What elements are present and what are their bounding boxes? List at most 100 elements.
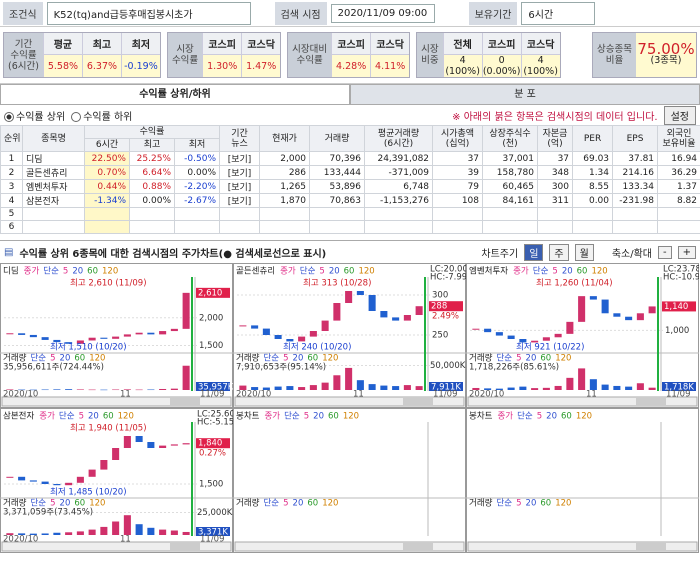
summary-group: 시장대비 수익률 코스피 4.28% 코스닥 4.11% bbox=[287, 32, 411, 78]
value-line: 6.37% bbox=[86, 60, 118, 72]
table-row[interactable]: 2 골든센츄리 0.70% 6.64% 0.00% [보기] 286 133,444 -371,… bbox=[0, 165, 700, 180]
volume-bar bbox=[53, 532, 61, 535]
legend-item: 단순 bbox=[284, 411, 300, 422]
table-row[interactable]: 4 삼본전자 -1.34% 0.00% -2.67% [보기] 1,870 70,863 -1,… bbox=[0, 193, 700, 208]
table-row[interactable]: 6 bbox=[0, 220, 700, 234]
candle bbox=[625, 316, 633, 321]
tab[interactable]: 분 포 bbox=[350, 84, 700, 104]
candle bbox=[135, 436, 143, 442]
summary-col: 최저 -0.19% bbox=[120, 33, 160, 77]
table-cell: 6.64% bbox=[129, 165, 175, 180]
candle bbox=[392, 317, 400, 321]
period-button[interactable]: 주 bbox=[549, 243, 569, 261]
table-cell: 8.55 bbox=[572, 179, 614, 194]
summary-group: 시장 비중 전체 4 (100%) 코스피 0 (0.00%) 코스닥 4 (100%) bbox=[416, 32, 561, 78]
radio[interactable]: 수익률 상위 bbox=[4, 108, 65, 123]
summary-value: 4.28% bbox=[332, 55, 371, 77]
table-cell: 24,391,082 bbox=[364, 151, 434, 166]
table-cell: 25.25% bbox=[129, 151, 175, 166]
panel-border bbox=[466, 408, 699, 553]
column-header: PER bbox=[572, 125, 614, 152]
condition[interactable]: K52(tq)and급등후매집봉시초가 bbox=[46, 1, 251, 25]
legend-item: 60 bbox=[74, 499, 85, 509]
table-cell: 1,870 bbox=[259, 193, 311, 208]
x-label: 2020/10 bbox=[3, 390, 38, 400]
zoom-button[interactable]: - bbox=[658, 245, 672, 259]
legend-item: 20 bbox=[313, 412, 324, 422]
radio-label: 수익률 상위 bbox=[16, 111, 66, 123]
summary-value: 0 (0.00%) bbox=[482, 55, 521, 77]
volume-bar bbox=[648, 387, 656, 390]
table-cell: -2.20% bbox=[173, 179, 221, 194]
header-line: 외국인 bbox=[666, 128, 692, 139]
candle bbox=[262, 328, 270, 335]
table-cell: 214.16 bbox=[612, 165, 659, 180]
candle bbox=[112, 336, 120, 339]
legend-item: 120 bbox=[343, 412, 359, 422]
zoom-button[interactable]: + bbox=[677, 245, 696, 259]
table-cell: -371,009 bbox=[364, 165, 434, 180]
candle bbox=[6, 333, 14, 335]
volume-bar bbox=[41, 533, 49, 535]
legend-item: 단순 bbox=[496, 498, 512, 509]
label-line: 비중 bbox=[421, 55, 439, 66]
header-line: 순위 bbox=[4, 133, 21, 144]
period-button[interactable]: 일 bbox=[524, 243, 544, 261]
y-tick-label: 2,000 bbox=[199, 313, 223, 323]
value-line: 4 bbox=[459, 55, 466, 66]
legend-item: 60 bbox=[307, 499, 318, 509]
period-button[interactable]: 월 bbox=[574, 243, 594, 261]
summary-header: 전체 bbox=[443, 33, 482, 55]
legend-item: 60 bbox=[577, 267, 588, 277]
candle bbox=[53, 339, 61, 343]
legend-item: 단순 bbox=[517, 411, 533, 422]
table-row[interactable]: 1 디딤 22.50% 25.25% -0.50% [보기] 2,000 70,396 24,3… bbox=[0, 151, 700, 166]
current-price: 1,140 bbox=[664, 302, 688, 312]
legend-item: 5 bbox=[50, 499, 55, 509]
scroll-thumb bbox=[636, 543, 666, 550]
table-cell: [보기] bbox=[219, 179, 261, 194]
scrollbar bbox=[234, 541, 465, 552]
value-line: -0.19% bbox=[124, 60, 158, 72]
result-table: 순위 종목명 수익률 기간 뉴스 현재가 거래량 평균거래량 (6시간) 시가총액 (십억) 상장주식… bbox=[0, 125, 700, 234]
header-line: PER bbox=[583, 133, 602, 144]
column-header: 현재가 bbox=[259, 125, 311, 152]
column-header: 외국인 보유비율 bbox=[657, 125, 700, 152]
column-header: EPS bbox=[612, 125, 659, 152]
volume-text: 1,718,226주(85.61%) bbox=[469, 363, 559, 373]
radio[interactable]: 수익률 하위 bbox=[71, 108, 132, 123]
volume-last-box bbox=[429, 382, 463, 391]
legend-item: 20 bbox=[60, 354, 71, 364]
candle bbox=[333, 303, 341, 321]
volume-bar bbox=[601, 384, 609, 390]
table-cell: 39 bbox=[432, 165, 484, 180]
legend-item: 120 bbox=[89, 354, 105, 364]
table-row[interactable]: 5 bbox=[0, 207, 700, 221]
summary-value: 1.30% bbox=[203, 55, 242, 77]
summary-group: 기간 수익률 (6시간) 평균 5.58% 최고 6.37% 최저 -0.19% bbox=[3, 32, 161, 78]
legend-item: 단순 bbox=[496, 353, 512, 364]
candle bbox=[531, 340, 539, 343]
value-line: (0.00%) bbox=[482, 66, 521, 77]
tab[interactable]: 수익률 상위/하위 bbox=[0, 84, 350, 104]
legend-item: 단순 bbox=[30, 353, 46, 364]
lc-label: LC:20.00 bbox=[430, 265, 466, 275]
scrollbar bbox=[1, 541, 232, 552]
volume-bar bbox=[368, 384, 376, 390]
hold-period[interactable]: 6시간 bbox=[521, 1, 596, 25]
high-label: 최고 1,260 (11/04) bbox=[536, 278, 613, 289]
table-row[interactable]: 3 엠벤처투자 0.44% 0.88% -2.20% [보기] 1,265 53,896 6,7… bbox=[0, 179, 700, 194]
settings-button[interactable]: 설정 bbox=[663, 105, 696, 125]
search-time[interactable]: 2020/11/09 09:00 bbox=[330, 3, 435, 23]
table-cell bbox=[173, 207, 221, 221]
candle bbox=[159, 331, 167, 335]
table-cell: 1 bbox=[0, 151, 23, 166]
y-tick-label: 50,000K bbox=[430, 361, 466, 371]
summary-group: 시장 수익률 코스피 1.30% 코스닥 1.47% bbox=[166, 32, 282, 78]
legend-item: 120 bbox=[576, 412, 592, 422]
summary-header: 코스닥 bbox=[242, 33, 281, 55]
table-cell: 3 bbox=[0, 179, 23, 194]
summary-label: 시장 비중 bbox=[417, 33, 443, 77]
legend-item: 거래량 bbox=[469, 498, 493, 509]
